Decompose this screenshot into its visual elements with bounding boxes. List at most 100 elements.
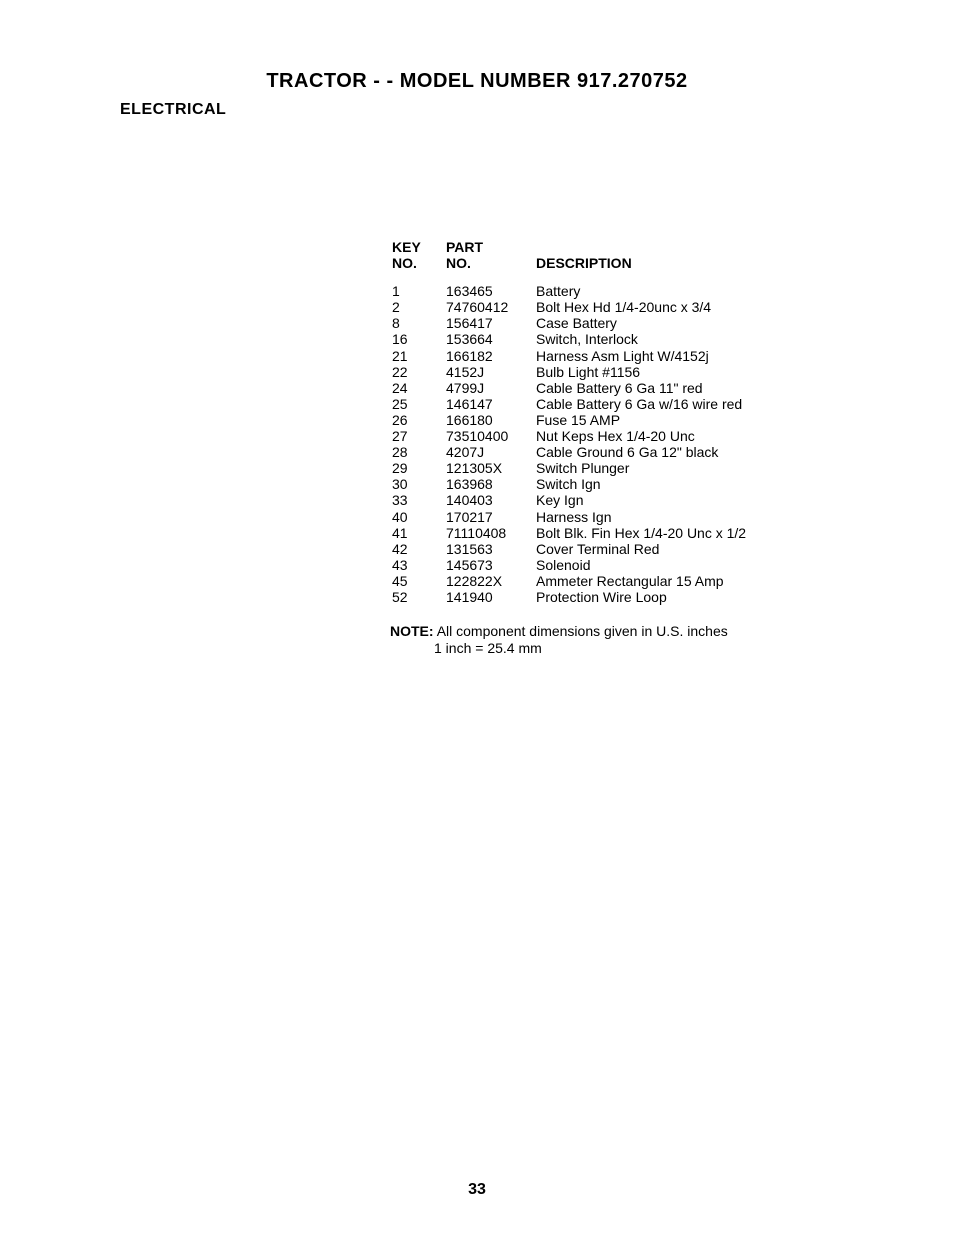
cell-part: 153664 bbox=[444, 331, 534, 347]
col-part-line2: NO. bbox=[446, 255, 471, 271]
cell-desc: Bolt Hex Hd 1/4-20unc x 3/4 bbox=[534, 299, 748, 315]
cell-desc: Nut Keps Hex 1/4-20 Unc bbox=[534, 428, 748, 444]
parts-table: KEY NO. PART NO. DESCRIPTION 1163465Batt… bbox=[390, 239, 748, 605]
table-row: 29121305XSwitch Plunger bbox=[390, 460, 748, 476]
col-key-line2: NO. bbox=[392, 255, 417, 271]
cell-key: 21 bbox=[390, 348, 444, 364]
table-row: 40170217Harness Ign bbox=[390, 509, 748, 525]
cell-key: 30 bbox=[390, 476, 444, 492]
cell-key: 28 bbox=[390, 444, 444, 460]
page-number: 33 bbox=[0, 1181, 954, 1199]
cell-desc: Protection Wire Loop bbox=[534, 589, 748, 605]
table-row: 52141940Protection Wire Loop bbox=[390, 589, 748, 605]
cell-desc: Harness Ign bbox=[534, 509, 748, 525]
cell-key: 25 bbox=[390, 396, 444, 412]
table-row: 25146147Cable Battery 6 Ga w/16 wire red bbox=[390, 396, 748, 412]
cell-key: 26 bbox=[390, 412, 444, 428]
table-row: 45122822XAmmeter Rectangular 15 Amp bbox=[390, 573, 748, 589]
page-title: TRACTOR - - MODEL NUMBER 917.270752 bbox=[90, 70, 864, 93]
col-part-line1: PART bbox=[446, 239, 483, 255]
cell-desc: Switch, Interlock bbox=[534, 331, 748, 347]
table-row: 4171110408Bolt Blk. Fin Hex 1/4-20 Unc x… bbox=[390, 525, 748, 541]
note-text1: All component dimensions given in U.S. i… bbox=[437, 623, 728, 639]
cell-part: 170217 bbox=[444, 509, 534, 525]
cell-part: 163465 bbox=[444, 283, 534, 299]
cell-part: 163968 bbox=[444, 476, 534, 492]
cell-key: 22 bbox=[390, 364, 444, 380]
table-header-row: KEY NO. PART NO. DESCRIPTION bbox=[390, 239, 748, 283]
table-row: 284207JCable Ground 6 Ga 12" black bbox=[390, 444, 748, 460]
cell-part: 145673 bbox=[444, 557, 534, 573]
cell-key: 16 bbox=[390, 331, 444, 347]
table-row: 30163968Switch Ign bbox=[390, 476, 748, 492]
cell-key: 43 bbox=[390, 557, 444, 573]
cell-desc: Harness Asm Light W/4152j bbox=[534, 348, 748, 364]
note-label: NOTE: bbox=[390, 623, 434, 639]
cell-key: 2 bbox=[390, 299, 444, 315]
cell-desc: Battery bbox=[534, 283, 748, 299]
cell-part: 4207J bbox=[444, 444, 534, 460]
cell-desc: Solenoid bbox=[534, 557, 748, 573]
table-row: 42131563Cover Terminal Red bbox=[390, 541, 748, 557]
cell-desc: Ammeter Rectangular 15 Amp bbox=[534, 573, 748, 589]
cell-part: 140403 bbox=[444, 492, 534, 508]
table-row: 43145673Solenoid bbox=[390, 557, 748, 573]
col-key-line1: KEY bbox=[392, 239, 421, 255]
table-row: 224152JBulb Light #1156 bbox=[390, 364, 748, 380]
cell-part: 4799J bbox=[444, 380, 534, 396]
parts-table-wrap: KEY NO. PART NO. DESCRIPTION 1163465Batt… bbox=[390, 239, 864, 657]
cell-key: 42 bbox=[390, 541, 444, 557]
section-heading: ELECTRICAL bbox=[120, 101, 864, 119]
cell-part: 131563 bbox=[444, 541, 534, 557]
cell-key: 45 bbox=[390, 573, 444, 589]
cell-part: 71110408 bbox=[444, 525, 534, 541]
cell-desc: Fuse 15 AMP bbox=[534, 412, 748, 428]
cell-part: 146147 bbox=[444, 396, 534, 412]
col-desc-header: DESCRIPTION bbox=[534, 239, 748, 283]
table-row: 2773510400Nut Keps Hex 1/4-20 Unc bbox=[390, 428, 748, 444]
cell-key: 29 bbox=[390, 460, 444, 476]
cell-key: 33 bbox=[390, 492, 444, 508]
note: NOTE: All component dimensions given in … bbox=[390, 623, 864, 657]
table-row: 16153664Switch, Interlock bbox=[390, 331, 748, 347]
parts-table-body: 1163465Battery274760412Bolt Hex Hd 1/4-2… bbox=[390, 283, 748, 605]
note-text2: 1 inch = 25.4 mm bbox=[434, 640, 542, 656]
cell-desc: Cable Battery 6 Ga w/16 wire red bbox=[534, 396, 748, 412]
table-row: 21166182Harness Asm Light W/4152j bbox=[390, 348, 748, 364]
cell-part: 156417 bbox=[444, 315, 534, 331]
table-row: 1163465Battery bbox=[390, 283, 748, 299]
cell-part: 73510400 bbox=[444, 428, 534, 444]
cell-part: 166182 bbox=[444, 348, 534, 364]
col-key-header: KEY NO. bbox=[390, 239, 444, 283]
col-desc-label: DESCRIPTION bbox=[536, 255, 632, 271]
cell-desc: Cover Terminal Red bbox=[534, 541, 748, 557]
cell-part: 74760412 bbox=[444, 299, 534, 315]
cell-key: 41 bbox=[390, 525, 444, 541]
cell-desc: Key Ign bbox=[534, 492, 748, 508]
cell-key: 24 bbox=[390, 380, 444, 396]
cell-desc: Switch Plunger bbox=[534, 460, 748, 476]
col-part-header: PART NO. bbox=[444, 239, 534, 283]
cell-key: 27 bbox=[390, 428, 444, 444]
table-row: 244799JCable Battery 6 Ga 11" red bbox=[390, 380, 748, 396]
cell-part: 4152J bbox=[444, 364, 534, 380]
cell-part: 166180 bbox=[444, 412, 534, 428]
table-row: 274760412Bolt Hex Hd 1/4-20unc x 3/4 bbox=[390, 299, 748, 315]
cell-desc: Bolt Blk. Fin Hex 1/4-20 Unc x 1/2 bbox=[534, 525, 748, 541]
cell-key: 1 bbox=[390, 283, 444, 299]
cell-part: 122822X bbox=[444, 573, 534, 589]
table-row: 33140403Key Ign bbox=[390, 492, 748, 508]
cell-part: 121305X bbox=[444, 460, 534, 476]
table-row: 8156417Case Battery bbox=[390, 315, 748, 331]
cell-key: 8 bbox=[390, 315, 444, 331]
cell-desc: Bulb Light #1156 bbox=[534, 364, 748, 380]
cell-desc: Switch Ign bbox=[534, 476, 748, 492]
cell-part: 141940 bbox=[444, 589, 534, 605]
table-row: 26166180Fuse 15 AMP bbox=[390, 412, 748, 428]
cell-desc: Case Battery bbox=[534, 315, 748, 331]
cell-desc: Cable Ground 6 Ga 12" black bbox=[534, 444, 748, 460]
page: TRACTOR - - MODEL NUMBER 917.270752 ELEC… bbox=[0, 0, 954, 1239]
cell-desc: Cable Battery 6 Ga 11" red bbox=[534, 380, 748, 396]
cell-key: 40 bbox=[390, 509, 444, 525]
cell-key: 52 bbox=[390, 589, 444, 605]
